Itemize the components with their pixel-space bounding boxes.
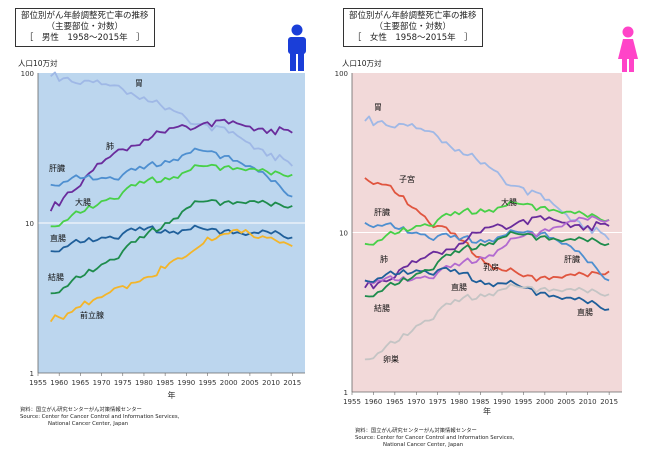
x-tick-label: 1990	[493, 398, 511, 406]
x-tick-label: 2000	[220, 379, 238, 387]
y-axis-label: 人口10万対	[342, 59, 382, 68]
source-line: Source: Center for Cancer Control and In…	[355, 435, 515, 441]
chart-title: 部位別がん年齢調整死亡率の推移	[21, 11, 149, 21]
series-label: 卵巣	[383, 354, 399, 364]
y-tick-label: 100	[335, 70, 348, 78]
y-tick-label: 10	[339, 230, 348, 238]
series-label: 胃	[374, 103, 382, 112]
x-axis-label: 年	[483, 406, 491, 416]
source-line: National Cancer Center, Japan	[48, 421, 129, 427]
series-line	[364, 115, 610, 241]
y-tick-label: 1	[344, 389, 348, 397]
chart-gender-range: ［ 男性 1958～2015年 ］	[24, 33, 145, 43]
source-line: 資料：国立がん研究センターがん対策情報センター	[20, 407, 142, 413]
chart-title-box: 部位別がん年齢調整死亡率の推移 （主要部位・対数） ［ 女性 1958～2015…	[343, 8, 483, 47]
x-tick-label: 1985	[472, 398, 490, 406]
x-tick-label: 1975	[114, 379, 132, 387]
series-label: 前立腺	[80, 310, 104, 320]
x-tick-label: 2000	[536, 398, 554, 406]
x-tick-label: 2005	[241, 379, 259, 387]
series-label: 結腸	[48, 272, 64, 282]
series-label: 肝臓	[49, 163, 65, 173]
chart-subtitle: （主要部位・対数）	[46, 22, 124, 32]
x-tick-label: 2015	[600, 398, 618, 406]
series-line	[364, 266, 610, 311]
x-tick-label: 1985	[156, 379, 174, 387]
chart-gender-range: ［ 女性 1958～2015年 ］	[352, 33, 473, 43]
y-tick-label: 100	[21, 70, 34, 78]
x-tick-label: 1980	[135, 379, 153, 387]
series-line	[364, 215, 610, 290]
y-tick-label: 10	[25, 220, 34, 228]
series-line	[49, 228, 293, 323]
x-tick-label: 1955	[343, 398, 361, 406]
source-note: 資料：国立がん研究センターがん対策情報センター Source: Center f…	[355, 428, 514, 449]
source-line: 資料：国立がん研究センターがん対策情報センター	[355, 428, 477, 434]
x-tick-label: 1980	[450, 398, 468, 406]
series-line	[364, 230, 610, 298]
series-line	[364, 200, 610, 246]
series-label: 肝臓	[374, 207, 390, 217]
x-tick-label: 2010	[579, 398, 597, 406]
series-line	[364, 177, 610, 282]
x-axis-label: 年	[168, 390, 176, 400]
source-line: National Cancer Center, Japan	[383, 442, 464, 448]
chart-title-box: 部位別がん年齢調整死亡率の推移 （主要部位・対数） ［ 男性 1958～2015…	[15, 8, 155, 47]
series-line	[50, 147, 293, 198]
x-tick-label: 1995	[199, 379, 217, 387]
male-person-icon	[288, 24, 306, 71]
x-tick-label: 1970	[407, 398, 425, 406]
x-tick-label: 1955	[29, 379, 47, 387]
series-label: 直腸	[50, 233, 66, 243]
series-line	[364, 283, 610, 361]
x-tick-label: 2005	[557, 398, 575, 406]
y-tick-label: 1	[30, 370, 34, 378]
series-label: 子宮	[399, 174, 415, 184]
series-label: 乳房	[483, 262, 499, 272]
x-tick-label: 1990	[177, 379, 195, 387]
female-person-icon	[618, 26, 638, 72]
series-line	[50, 224, 293, 253]
source-line: Source: Center for Cancer Control and In…	[20, 414, 180, 420]
series-label: 肺	[106, 142, 114, 151]
series-label: 直腸	[577, 307, 593, 317]
x-tick-label: 1960	[50, 379, 68, 387]
x-tick-label: 1970	[93, 379, 111, 387]
x-tick-label: 1960	[365, 398, 383, 406]
chart-subtitle: （主要部位・対数）	[374, 22, 452, 32]
series-label: 大腸	[75, 197, 91, 207]
series-line	[50, 71, 293, 167]
male-chart-panel: 部位別がん年齢調整死亡率の推移 （主要部位・対数） ［ 男性 1958～2015…	[15, 8, 306, 428]
x-tick-label: 1965	[386, 398, 404, 406]
series-line	[50, 199, 293, 295]
series-label: 大腸	[501, 197, 517, 207]
series-line	[50, 163, 293, 228]
series-line	[49, 118, 293, 212]
plot-area: 1 10 100 1955 1960 1965 1970 1975 1980 1985 1990 19…	[21, 70, 305, 400]
series-label: 胃	[135, 79, 143, 88]
series-label: 直腸	[451, 282, 467, 292]
source-note: 資料：国立がん研究センターがん対策情報センター Source: Center f…	[20, 407, 179, 428]
series-label: 肺	[380, 255, 388, 264]
x-tick-label: 2015	[283, 379, 301, 387]
x-tick-label: 2010	[262, 379, 280, 387]
series-label: 肝臓	[564, 254, 580, 264]
x-tick-label: 1975	[429, 398, 447, 406]
series-label: 結腸	[374, 303, 390, 313]
plot-area: 1 10 100 1955 1960 1965 1970 1975 1980 1985 1990 19…	[335, 70, 622, 416]
x-tick-label: 1995	[515, 398, 533, 406]
chart-title: 部位別がん年齢調整死亡率の推移	[349, 11, 477, 21]
y-axis-label: 人口10万対	[18, 59, 58, 68]
x-tick-label: 1965	[71, 379, 89, 387]
female-chart-panel: 部位別がん年齢調整死亡率の推移 （主要部位・対数） ［ 女性 1958～2015…	[325, 0, 650, 458]
